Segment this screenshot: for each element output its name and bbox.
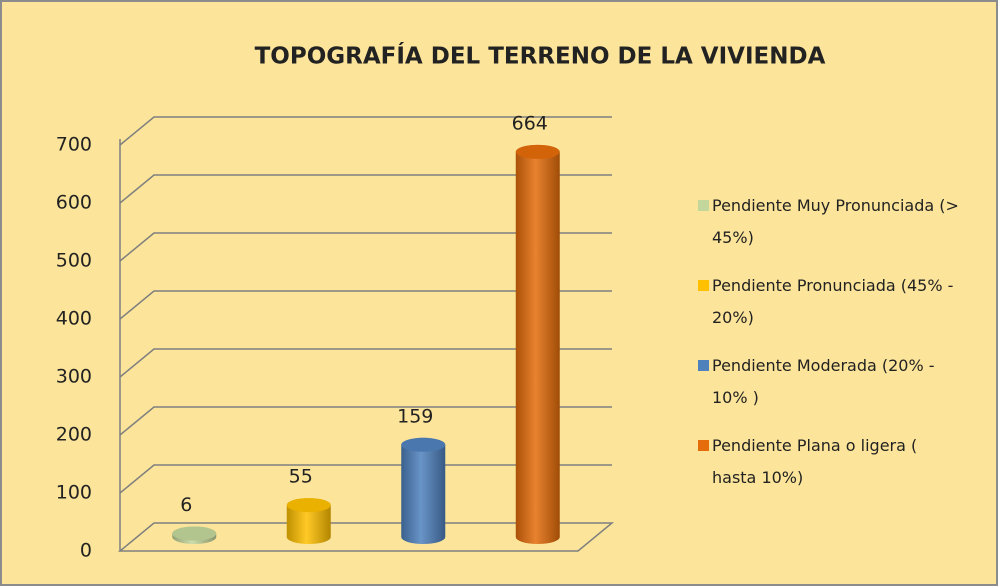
- legend-label: Pendiente Pronunciada (45% - 20%): [712, 276, 954, 327]
- grid-line: [119, 348, 612, 378]
- bar-top: [286, 498, 331, 513]
- legend-item: Pendiente Plana o ligera ( hasta 10%): [698, 430, 960, 494]
- grid-line: [119, 290, 612, 320]
- y-tick-label: 700: [56, 134, 92, 156]
- value-label: 664: [512, 112, 548, 134]
- grid-line: [119, 116, 612, 146]
- grid-line: [119, 406, 612, 436]
- legend-item: Pendiente Muy Pronunciada (> 45%): [698, 190, 960, 254]
- y-tick-label: 300: [56, 366, 92, 388]
- bar-top: [401, 437, 446, 452]
- legend: Pendiente Muy Pronunciada (> 45%) Pendien…: [698, 190, 960, 510]
- y-tick-label: 0: [80, 540, 92, 562]
- grid-line: [119, 174, 612, 204]
- y-tick-label: 500: [56, 250, 92, 272]
- legend-swatch: [698, 200, 709, 211]
- legend-label: Pendiente Muy Pronunciada (> 45%): [712, 196, 959, 247]
- legend-swatch: [698, 280, 709, 291]
- legend-swatch: [698, 440, 709, 451]
- grid-line: [119, 464, 612, 494]
- value-label: 6: [180, 494, 192, 516]
- grid-line: [119, 232, 612, 262]
- bar: [515, 144, 560, 545]
- y-tick-label: 200: [56, 424, 92, 446]
- bar-top: [172, 526, 217, 541]
- floor: [117, 522, 615, 552]
- bar-top: [515, 144, 560, 159]
- bar: [401, 437, 446, 544]
- y-tick-label: 100: [56, 482, 92, 504]
- legend-label: Pendiente Moderada (20% - 10% ): [712, 356, 935, 407]
- value-label: 159: [397, 405, 433, 427]
- legend-swatch: [698, 360, 709, 371]
- value-label: 55: [289, 466, 313, 488]
- chart-title: TOPOGRAFÍA DEL TERRENO DE LA VIVIENDA: [255, 42, 826, 70]
- plot-area: 0 100 200 300 400 500 600 700 6 55 159 664: [56, 112, 615, 562]
- legend-item: Pendiente Moderada (20% - 10% ): [698, 350, 960, 414]
- legend-label: Pendiente Plana o ligera ( hasta 10%): [712, 436, 918, 487]
- y-tick-label: 600: [56, 192, 92, 214]
- y-tick-label: 400: [56, 308, 92, 330]
- legend-item: Pendiente Pronunciada (45% - 20%): [698, 270, 960, 334]
